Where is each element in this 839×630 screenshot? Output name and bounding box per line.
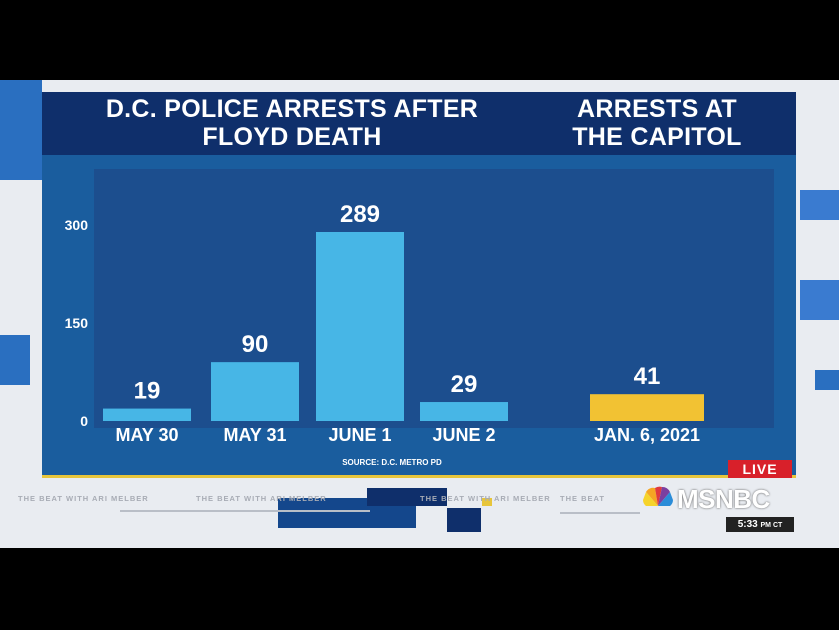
clock-suffix: PM CT — [760, 522, 783, 529]
gold-divider — [42, 475, 796, 478]
data-label: 19 — [134, 378, 161, 405]
clock-time: 5:33 — [737, 519, 758, 530]
chart-title-right: ARRESTS AT THE CAPITOL — [572, 95, 742, 151]
bar — [316, 232, 404, 421]
deco-line — [560, 512, 640, 514]
logo-text: MSNBC — [677, 484, 770, 514]
deco-line — [120, 510, 370, 512]
title-bar: D.C. POLICE ARRESTS AFTER FLOYD DEATH AR… — [42, 92, 796, 155]
deco-bar — [800, 190, 839, 220]
deco-bar — [0, 80, 42, 180]
x-tick-label: JUNE 1 — [328, 425, 391, 445]
deco-block — [482, 498, 492, 506]
bar — [211, 362, 299, 421]
broadcast-frame: THE BEAT WITH ARI MELBER THE BEAT WITH A… — [0, 80, 839, 548]
ticker-text: THE BEAT WITH ARI MELBER — [420, 494, 551, 503]
plot-area — [94, 169, 774, 428]
y-tick-label: 0 — [80, 413, 88, 429]
deco-block — [447, 508, 481, 532]
ticker-text: THE BEAT WITH ARI MELBER — [196, 494, 327, 503]
y-tick-label: 300 — [65, 217, 89, 233]
ticker-text: THE BEAT WITH ARI MELBER — [18, 494, 149, 503]
data-label: 41 — [634, 363, 661, 390]
clock: 5:33 PM CT — [726, 517, 794, 532]
data-label: 90 — [242, 331, 269, 358]
chart-panel: D.C. POLICE ARRESTS AFTER FLOYD DEATH AR… — [42, 92, 796, 478]
peacock-icon — [643, 486, 673, 506]
data-label: 29 — [451, 371, 478, 398]
live-badge: LIVE — [728, 460, 792, 478]
bar — [103, 408, 191, 421]
x-tick-label: MAY 30 — [115, 425, 178, 445]
ticker-text: THE BEAT — [560, 494, 605, 503]
data-label: 289 — [340, 201, 380, 228]
y-tick-label: 150 — [65, 315, 89, 331]
chart-title-left: D.C. POLICE ARRESTS AFTER FLOYD DEATH — [105, 95, 479, 151]
deco-block — [367, 488, 447, 506]
deco-bar — [815, 370, 839, 390]
bar — [420, 402, 508, 421]
x-tick-label: JAN. 6, 2021 — [594, 425, 700, 445]
bar-chart: 0 150 300 19 MAY 30 90 MAY 31 289 JUNE 1 29 JUNE 2… — [65, 169, 774, 467]
bar — [590, 394, 704, 421]
msnbc-logo: MSNBC — [640, 484, 798, 514]
x-tick-label: MAY 31 — [223, 425, 286, 445]
source-note: SOURCE: D.C. METRO PD — [342, 458, 442, 467]
x-tick-label: JUNE 2 — [432, 425, 495, 445]
deco-bar — [0, 335, 30, 385]
deco-bar — [800, 280, 839, 320]
